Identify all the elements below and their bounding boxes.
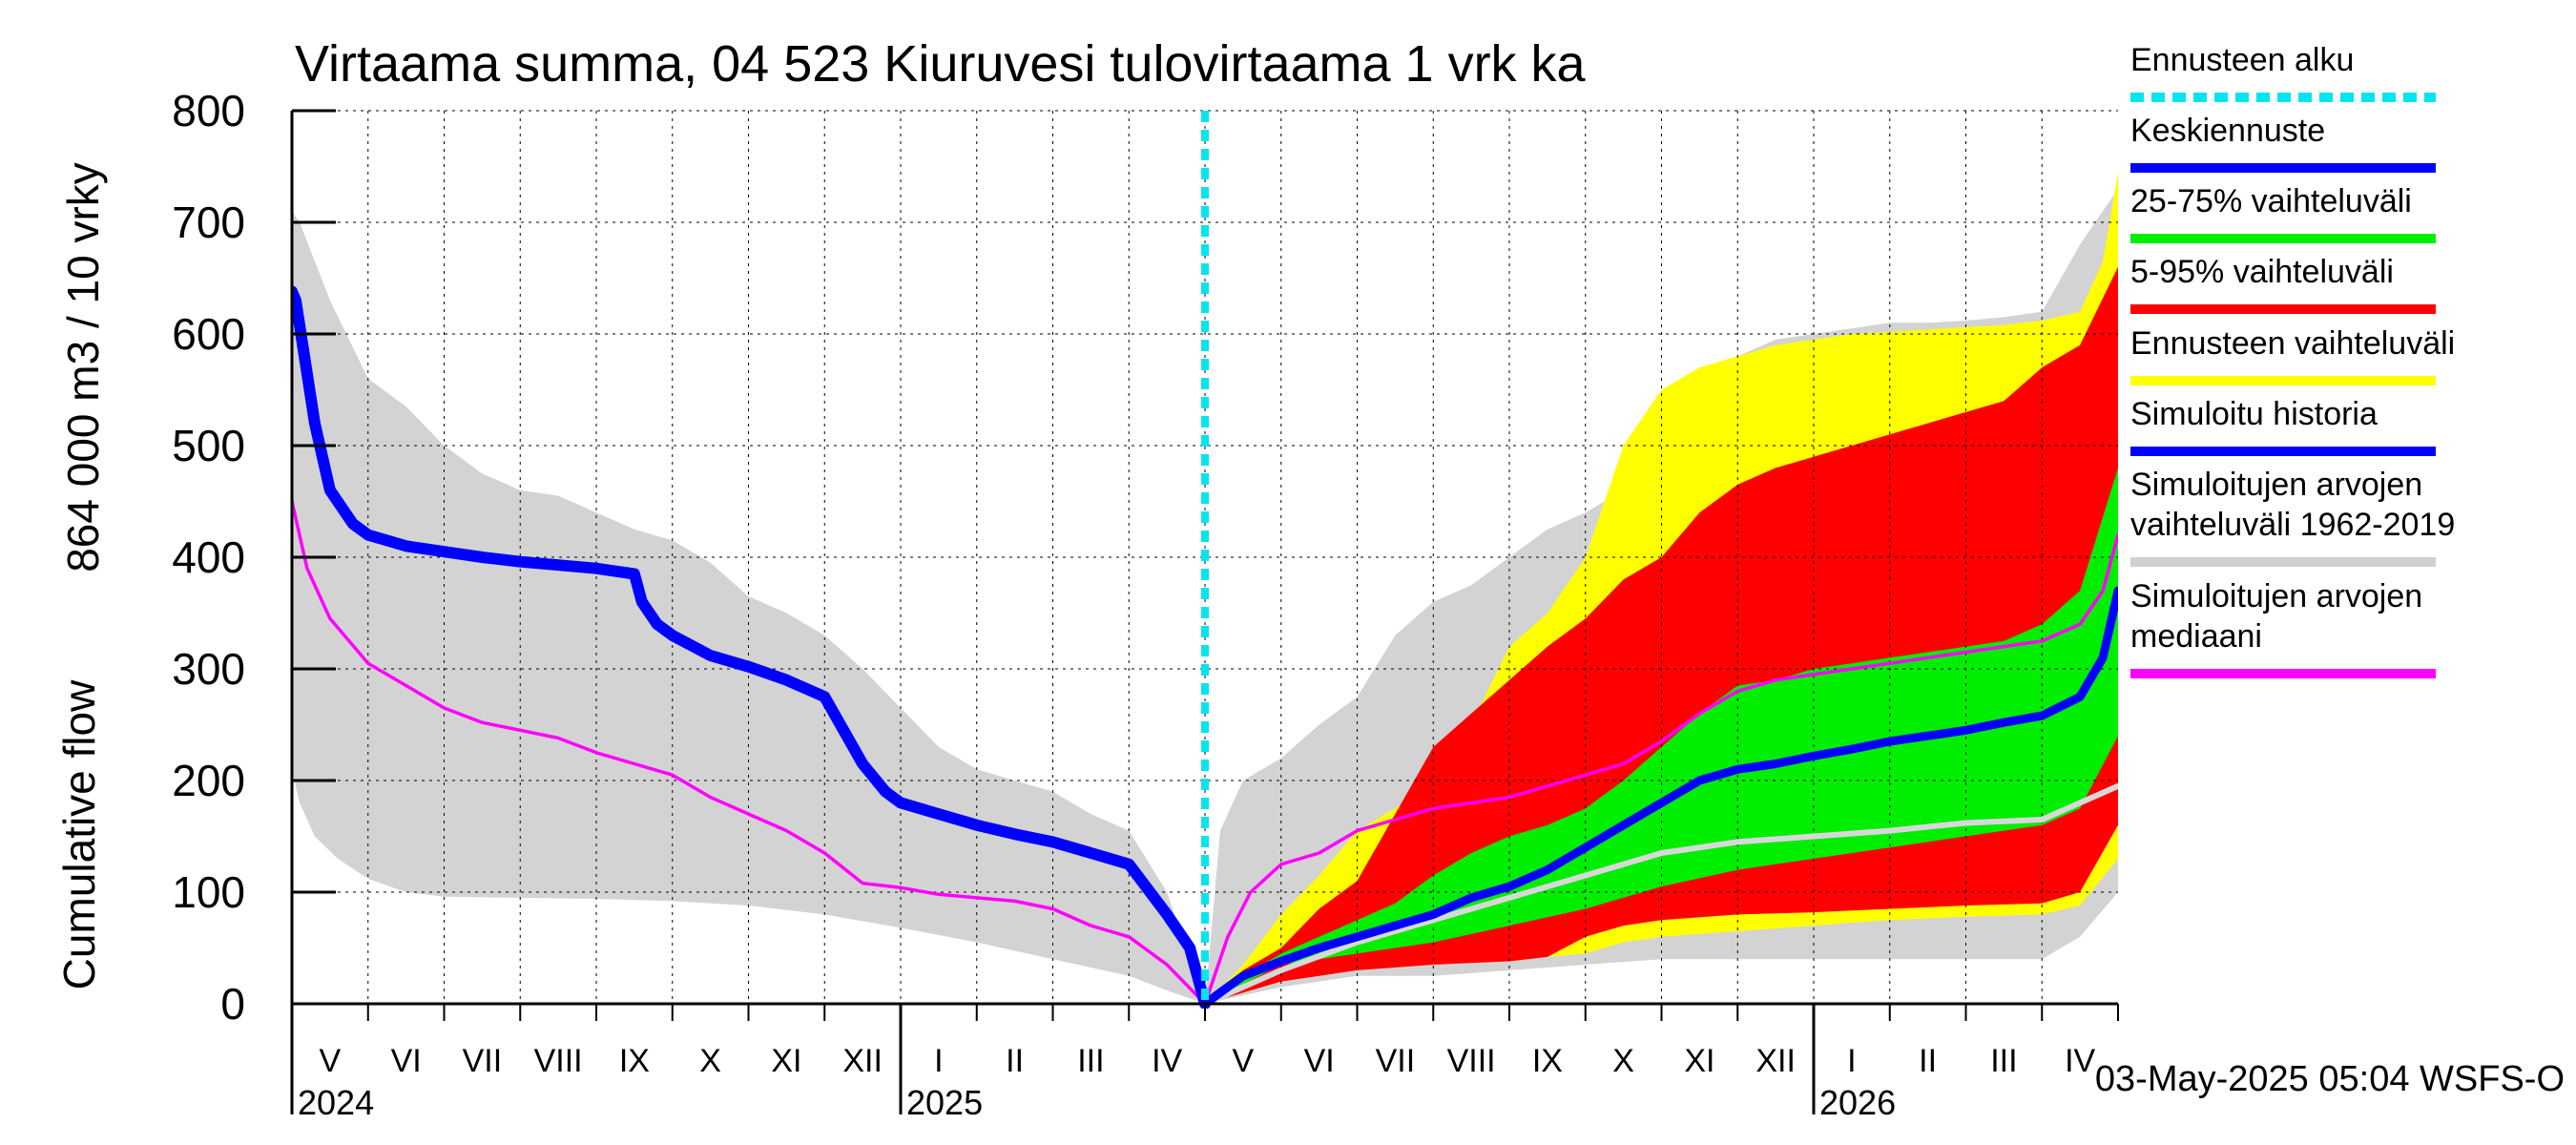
legend-label: Ennusteen alku — [2130, 42, 2354, 78]
mean-forecast-line — [1200, 586, 2118, 1009]
x-tick-label: V — [1233, 1043, 1255, 1079]
x-tick-label: XII — [1755, 1043, 1796, 1079]
y-tick-label: 800 — [172, 86, 245, 135]
y-tick-label: 500 — [172, 421, 245, 470]
year-label: 2025 — [906, 1083, 983, 1122]
x-tick-label: III — [1077, 1043, 1104, 1079]
year-label: 2024 — [298, 1083, 374, 1122]
y-tick-label: 700 — [172, 198, 245, 247]
x-tick-label: IX — [1532, 1043, 1563, 1079]
footer-timestamp: 03-May-2025 05:04 WSFS-O — [2095, 1059, 2565, 1099]
x-tick-label: IX — [619, 1043, 650, 1079]
y-axis-label-secondary: Cumulative flow — [54, 679, 104, 989]
x-tick-label: XI — [771, 1043, 801, 1079]
climate-median-line — [1202, 782, 2118, 1007]
x-tick-label: I — [934, 1043, 943, 1079]
x-tick-label: VIII — [534, 1043, 583, 1079]
y-tick-label: 0 — [220, 979, 245, 1029]
x-tick-label: IV — [2065, 1043, 2095, 1079]
legend-label: Keskiennuste — [2130, 113, 2325, 149]
y-tick-label: 600 — [172, 309, 245, 359]
x-tick-label: X — [699, 1043, 721, 1079]
x-tick-label: VI — [1304, 1043, 1335, 1079]
legend-label: Simuloitujen arvojen — [2130, 578, 2422, 614]
x-tick-label: VII — [1376, 1043, 1416, 1079]
chart-title: Virtaama summa, 04 523 Kiuruvesi tulovir… — [295, 35, 1587, 93]
legend-label: Simuloitujen arvojen — [2130, 467, 2422, 503]
x-tick-label: X — [1612, 1043, 1634, 1079]
x-tick-label: IV — [1152, 1043, 1182, 1079]
x-tick-label: II — [1919, 1043, 1937, 1079]
legend-label: mediaani — [2130, 618, 2262, 655]
legend-label: 25-75% vaihteluväli — [2130, 183, 2412, 219]
x-tick-label: VI — [391, 1043, 422, 1079]
legend-label: vaihteluväli 1962-2019 — [2130, 507, 2455, 543]
forecast-period-median-line — [1203, 532, 2118, 1006]
x-tick-label: II — [1006, 1043, 1024, 1079]
history-median-line — [292, 499, 1207, 1006]
x-tick-label: VII — [463, 1043, 503, 1079]
legend-label: 5-95% vaihteluväli — [2130, 254, 2394, 290]
legend-label: Ennusteen vaihteluväli — [2130, 325, 2455, 362]
x-tick-label: XII — [842, 1043, 883, 1079]
x-tick-label: I — [1847, 1043, 1856, 1079]
x-tick-label: V — [320, 1043, 342, 1079]
x-tick-label: III — [1990, 1043, 2017, 1079]
y-tick-label: 100 — [172, 867, 245, 917]
x-tick-label: VIII — [1447, 1043, 1496, 1079]
simulated-history-line — [292, 285, 1211, 1009]
x-tick-label: XI — [1684, 1043, 1714, 1079]
y-tick-label: 200 — [172, 756, 245, 805]
year-label: 2026 — [1819, 1083, 1896, 1122]
y-tick-label: 400 — [172, 532, 245, 582]
y-tick-label: 300 — [172, 644, 245, 694]
y-axis-label: 864 000 m3 / 10 vrky — [58, 162, 108, 572]
legend-label: Simuloitu historia — [2130, 396, 2378, 432]
